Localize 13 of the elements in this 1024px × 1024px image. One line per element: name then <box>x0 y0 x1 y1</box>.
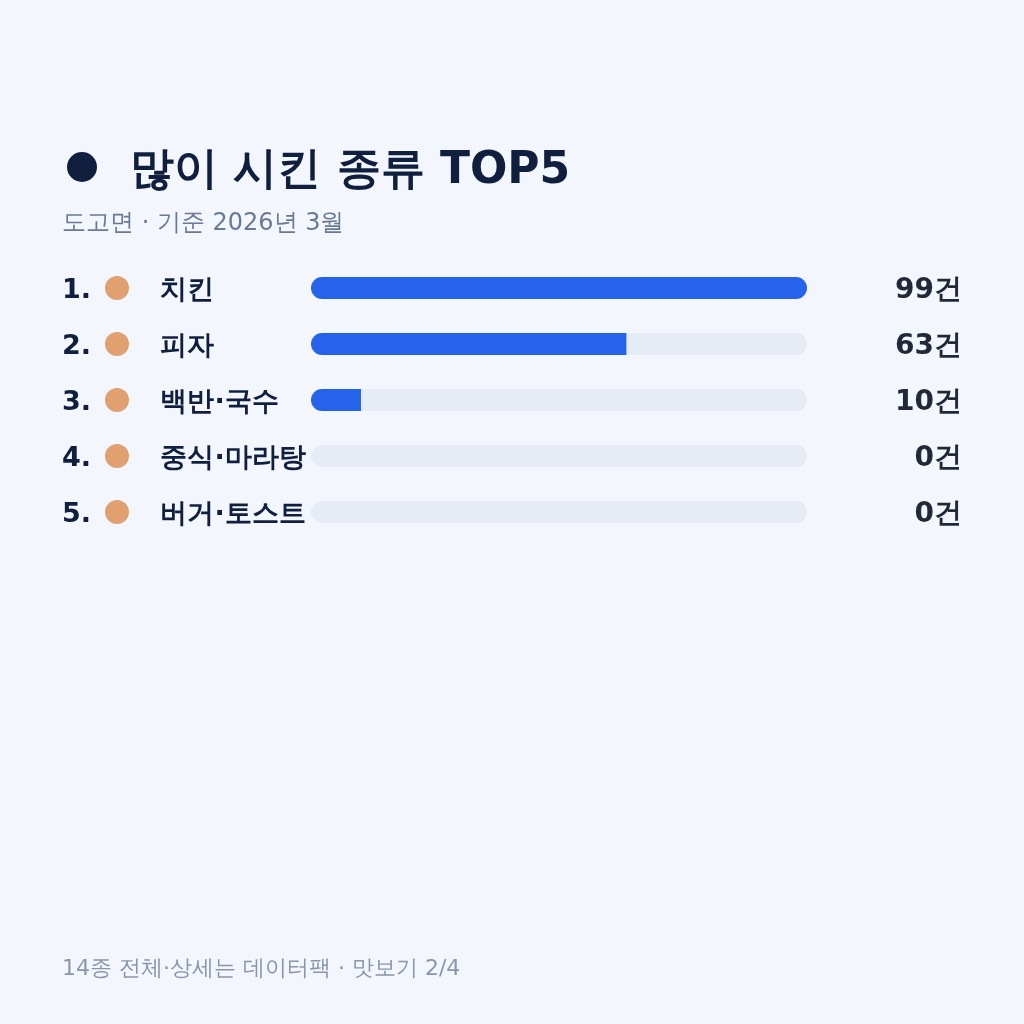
data-label: 0건 <box>914 440 962 473</box>
chart-title: 많이 시킨 종류 TOP5 <box>130 142 571 193</box>
chart-subtitle: 도고면 · 기준 2026년 3월 <box>62 208 345 236</box>
text: 14종 전체·상세는 데이터팩 · 맛보기 2/4 <box>62 955 461 980</box>
y-tick-label: 3. 백반·국수 <box>62 385 279 416</box>
y-tick-label: 5. 버거·토스트 <box>62 497 306 528</box>
data-label: 99건 <box>895 272 962 305</box>
y-tick-label: 4. 중식·마라탕 <box>62 441 306 472</box>
data-label: 0건 <box>914 496 962 529</box>
data-label: 10건 <box>895 384 962 417</box>
data-label: 63건 <box>895 328 962 361</box>
y-tick-label: 2. 피자 <box>62 329 215 360</box>
y-tick-label: 1. 치킨 <box>62 273 215 304</box>
